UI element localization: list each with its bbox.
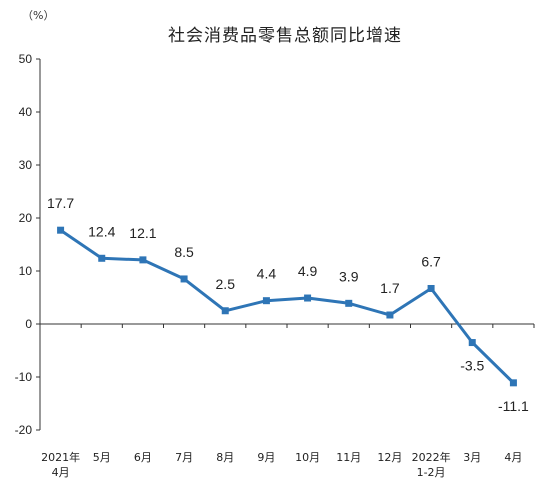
x-tick-label: 6月 — [134, 451, 152, 464]
data-points — [57, 226, 517, 387]
data-label: 6.7 — [421, 253, 441, 269]
data-label: 4.9 — [298, 263, 318, 279]
data-label: -11.1 — [498, 398, 529, 414]
y-tick-label: 30 — [19, 158, 33, 172]
data-label: 4.4 — [257, 266, 277, 282]
x-tick-label: 4月 — [504, 451, 522, 464]
data-point-marker — [57, 226, 65, 234]
data-label: 12.1 — [129, 225, 156, 241]
y-tick-label: 50 — [19, 52, 33, 66]
data-label: 3.9 — [339, 268, 359, 284]
y-tick-label: -10 — [15, 370, 33, 384]
data-point-marker — [139, 256, 147, 264]
y-tick-label: 40 — [19, 105, 33, 119]
x-tick-label: 12月 — [377, 451, 402, 464]
data-point-marker — [304, 294, 312, 302]
y-tick-label: 0 — [25, 317, 32, 331]
series-line — [59, 228, 515, 384]
data-label: -3.5 — [460, 358, 484, 374]
y-tick-label: -20 — [15, 423, 33, 437]
data-point-marker — [386, 311, 394, 319]
x-tick-label: 2022年 1-2月 — [412, 450, 451, 479]
x-tick-label: 10月 — [295, 451, 320, 464]
x-tick-label: 7月 — [175, 451, 193, 464]
data-point-marker — [262, 297, 270, 305]
data-point-marker — [221, 307, 229, 315]
data-label: 8.5 — [174, 244, 194, 260]
data-point-marker — [345, 299, 353, 307]
x-tick-label: 3月 — [463, 451, 481, 464]
data-label: 1.7 — [380, 280, 400, 296]
data-label: 17.7 — [47, 195, 74, 211]
data-point-marker — [427, 284, 435, 292]
data-point-marker — [509, 379, 517, 387]
y-axis-ticks: -20 -10 0 10 20 30 40 50 — [15, 52, 40, 437]
data-labels: 17.7 12.4 12.1 8.5 2.5 4.4 4.9 3.9 1.7 6.7 -3.5 -11… — [47, 195, 529, 414]
y-axis-unit: （%） — [22, 9, 54, 22]
data-point-marker — [98, 254, 106, 262]
data-label: 12.4 — [88, 223, 115, 239]
y-tick-label: 10 — [19, 264, 33, 278]
x-tick-label: 9月 — [257, 451, 275, 464]
chart-title: 社会消费品零售总额同比增速 — [168, 26, 402, 46]
data-point-marker — [468, 339, 476, 347]
y-tick-label: 20 — [19, 211, 33, 225]
axes — [39, 59, 534, 430]
x-tick-label: 2021年 4月 — [41, 450, 80, 479]
x-tick-label: 5月 — [93, 451, 111, 464]
x-tick-label: 11月 — [336, 451, 361, 464]
data-label: 2.5 — [216, 276, 236, 292]
data-point-marker — [180, 275, 188, 283]
x-tick-label: 8月 — [216, 451, 234, 464]
x-axis-ticks: 2021年 4月 5月 6月 7月 8月 9月 10月 11月 12月 2022年 1-2月 3月 4月 — [39, 324, 535, 479]
